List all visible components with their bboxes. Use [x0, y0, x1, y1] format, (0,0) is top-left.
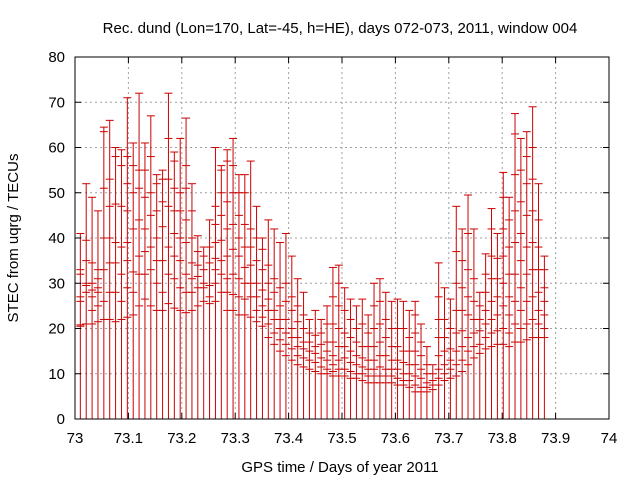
errorbar-group: [481, 253, 490, 419]
errorbar-group: [99, 126, 108, 419]
y-tick-label: 40: [48, 230, 65, 247]
x-tick-label: 73.6: [381, 430, 410, 447]
errorbar-group: [417, 323, 426, 419]
x-tick-label: 73.8: [488, 430, 517, 447]
errorbar-group: [540, 255, 549, 419]
errorbar-group: [158, 169, 167, 419]
errorbar-group: [317, 318, 326, 419]
errorbar-group: [182, 117, 191, 419]
errorbar-group: [358, 298, 367, 419]
errorbar-group: [123, 97, 132, 419]
x-tick-label: 73.5: [327, 430, 356, 447]
x-axis-label: GPS time / Days of year 2011: [241, 459, 438, 476]
errorbar-group: [399, 300, 408, 419]
errorbar-group: [246, 160, 255, 419]
errorbar-group: [469, 228, 478, 419]
errorbar-group: [522, 131, 531, 419]
errorbar-group: [281, 232, 290, 419]
errorbar-group: [135, 92, 144, 419]
x-tick-label: 73.7: [434, 430, 463, 447]
errorbar-group: [258, 237, 267, 419]
errorbar-group: [270, 228, 279, 419]
errorbar-group: [311, 309, 320, 419]
errorbar-group: [211, 147, 220, 419]
y-tick-label: 0: [57, 411, 65, 428]
errorbar-group: [511, 113, 520, 419]
errorbar-group: [287, 255, 296, 419]
y-tick-label: 20: [48, 321, 65, 338]
errorbar-group: [375, 278, 384, 419]
errorbar-group: [105, 119, 114, 419]
errorbar-group: [129, 142, 138, 419]
errorbar-group: [411, 300, 420, 419]
errorbar-group: [117, 149, 126, 419]
x-tick-label: 73: [67, 430, 84, 447]
errorbar-group: [381, 291, 390, 419]
errorbar-group: [152, 174, 161, 419]
chart-title: Rec. dund (Lon=170, Lat=-45, h=HE), days…: [103, 20, 578, 37]
errorbar-group: [111, 147, 120, 419]
errorbar-group: [405, 309, 414, 419]
y-axis-label: STEC from uqrg / TECUs: [5, 154, 22, 323]
errorbar-group: [505, 196, 514, 419]
x-tick-label: 73.2: [167, 430, 196, 447]
x-tick-label: 73.4: [274, 430, 303, 447]
errorbar-group: [199, 246, 208, 419]
errorbar-group: [323, 305, 332, 419]
errorbar-group: [176, 137, 185, 419]
errorbar-group: [252, 205, 261, 419]
y-tick-label: 60: [48, 140, 65, 157]
x-tick-label: 74: [601, 430, 618, 447]
errorbar-group: [146, 115, 155, 419]
errorbar-group: [340, 287, 349, 419]
errorbar-group: [305, 318, 314, 419]
errorbar-group: [205, 219, 214, 419]
errorbar-group: [328, 266, 337, 419]
errorbar-group: [193, 235, 202, 419]
errorbar-group: [93, 210, 102, 419]
errorbar-group: [458, 228, 467, 419]
errorbar-group: [393, 298, 402, 419]
errorbar-group: [440, 287, 449, 419]
errorbar-group: [140, 142, 149, 419]
errorbar-group: [446, 298, 455, 419]
errorbar-group: [234, 174, 243, 419]
y-tick-label: 50: [48, 185, 65, 202]
errorbar-group: [528, 106, 537, 419]
errorbar-group: [170, 151, 179, 419]
errorbar-group: [276, 242, 285, 419]
x-tick-label: 73.1: [114, 430, 143, 447]
errorbar-group: [88, 196, 97, 419]
errorbar-group: [493, 232, 502, 419]
errorbar-group: [346, 298, 355, 419]
errorbar-group: [434, 262, 443, 419]
errorbar-group: [293, 278, 302, 419]
x-tick-label: 73.9: [541, 430, 570, 447]
y-tick-label: 30: [48, 275, 65, 292]
errorbar-group: [428, 364, 437, 419]
x-tick-label: 73.3: [221, 430, 250, 447]
errorbar-group: [499, 171, 508, 419]
axis-ticks: 73 73.1 73.2 73.3 73.4 73.5 73.6 73.7 73.8 73.9 74…: [48, 49, 617, 447]
errorbar-group: [76, 232, 85, 419]
y-tick-label: 70: [48, 94, 65, 111]
y-tick-label: 80: [48, 49, 65, 66]
errorbar-group: [464, 194, 473, 419]
errorbar-group: [452, 205, 461, 419]
errorbar-group: [217, 165, 226, 419]
errorbar-group: [164, 92, 173, 419]
errorbar-group: [487, 208, 496, 419]
y-tick-label: 10: [48, 366, 65, 383]
errorbar-group: [475, 291, 484, 419]
errorbar-series: [76, 92, 549, 419]
errorbar-group: [370, 282, 379, 419]
errorbar-group: [223, 149, 232, 419]
errorbar-group: [422, 346, 431, 419]
errorbar-group: [240, 174, 249, 419]
errorbar-group: [187, 183, 196, 419]
errorbar-group: [516, 137, 525, 419]
